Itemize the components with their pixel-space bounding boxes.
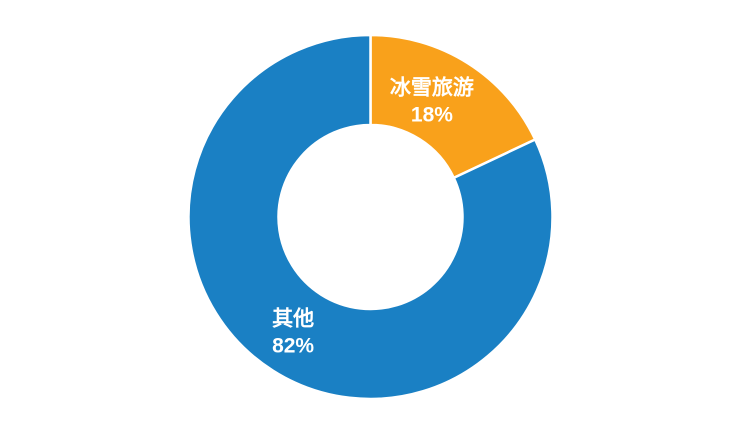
- slice-label-value-1: 82%: [272, 335, 314, 358]
- pie-slice-0: [369, 33, 537, 180]
- slice-label-value-0: 18%: [411, 103, 453, 126]
- pie-slice-1: [187, 33, 554, 401]
- slice-label-name-0: 冰雪旅游: [390, 75, 474, 99]
- slice-label-name-1: 其他: [272, 307, 314, 331]
